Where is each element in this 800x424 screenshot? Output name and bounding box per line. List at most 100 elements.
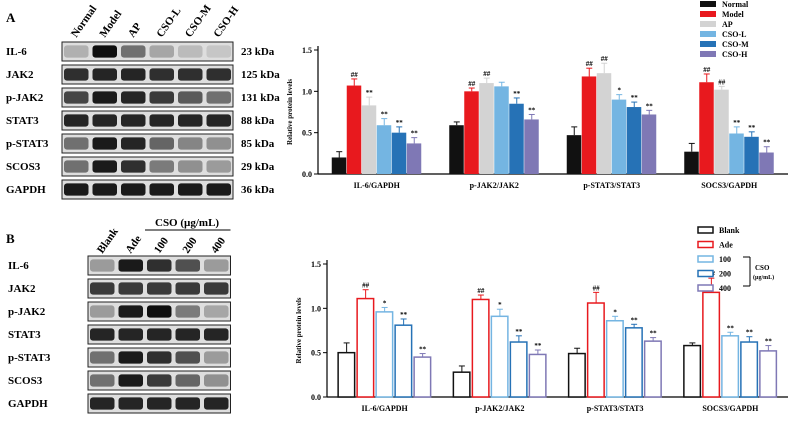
legend-label: Blank: [719, 226, 740, 235]
legend-label: Normal: [722, 0, 749, 9]
legend-swatch: [700, 11, 716, 17]
blot-band: [149, 91, 174, 104]
legend-label: CSO-M: [722, 40, 749, 49]
bar-cso-l: [611, 99, 627, 174]
significance-mark: **: [513, 90, 521, 98]
blot-band: [206, 91, 231, 104]
legend-label: 200: [719, 270, 731, 279]
protein-label: STAT3: [6, 115, 39, 127]
significance-mark: *: [618, 87, 622, 95]
blot-band: [147, 282, 172, 295]
lane-label: CSO-M: [183, 2, 214, 39]
bar-cso-m: [626, 107, 642, 174]
x-tick-label: p-STAT3/STAT3: [587, 404, 644, 413]
significance-mark: **: [763, 139, 771, 147]
blot-band: [206, 183, 231, 196]
protein-label: SCOS3: [8, 375, 43, 387]
legend-swatch: [700, 41, 716, 47]
blot-band: [121, 45, 146, 58]
significance-mark: ##: [483, 70, 491, 78]
cso-group-label: CSO (µg/mL): [155, 217, 219, 229]
significance-mark: **: [631, 316, 639, 324]
y-tick-label: 0.0: [311, 393, 321, 402]
blot-band: [118, 282, 143, 295]
blot-band: [92, 160, 117, 173]
blot-band: [92, 183, 117, 196]
significance-mark: *: [613, 308, 617, 316]
legend-swatch: [697, 269, 714, 278]
bar-400: [759, 350, 778, 398]
bar-200: [740, 341, 759, 398]
blot-band: [64, 91, 89, 104]
legend-label: Ade: [719, 241, 733, 250]
lane-label: Normal: [69, 3, 100, 39]
blot-band: [178, 91, 203, 104]
kda-label: 125 kDa: [241, 69, 280, 81]
y-axis-label: Relative protein levels: [295, 297, 303, 363]
bar-ade: [702, 291, 721, 398]
bar-ap: [361, 105, 377, 174]
bar-normal: [684, 151, 699, 174]
blot-band: [90, 351, 115, 364]
bar-200: [509, 341, 528, 398]
blot-band: [178, 45, 203, 58]
bar-cso-m: [391, 132, 407, 174]
bar-blank: [337, 351, 356, 398]
blot-band: [92, 137, 117, 150]
significance-mark: **: [631, 94, 639, 102]
blot-band: [90, 374, 115, 387]
blot-band: [149, 68, 174, 81]
blot-band: [149, 114, 174, 127]
x-tick-label: IL-6/GAPDH: [362, 404, 409, 413]
blot-band: [121, 91, 146, 104]
y-tick-label: 0.5: [302, 129, 312, 138]
blot-band: [121, 137, 146, 150]
blot-band: [121, 114, 146, 127]
significance-mark: **: [396, 119, 404, 127]
bar-cso-l: [494, 86, 509, 174]
x-tick-label: p-JAK2/JAK2: [475, 404, 524, 413]
bar-normal: [331, 157, 347, 174]
blot-band: [90, 305, 115, 318]
significance-mark: **: [411, 130, 419, 138]
significance-mark: **: [515, 328, 523, 336]
lane-label: 400: [209, 235, 229, 256]
blot-band: [204, 374, 229, 387]
blot-band: [178, 114, 203, 127]
significance-mark: ##: [477, 287, 485, 295]
significance-mark: **: [528, 106, 536, 114]
blot-band: [175, 351, 200, 364]
blot-band: [206, 160, 231, 173]
blot-band: [92, 91, 117, 104]
lane-label: CSO-H: [211, 4, 241, 40]
blot-band: [64, 114, 89, 127]
blot-band: [118, 328, 143, 341]
bar-model: [699, 82, 714, 174]
y-tick-label: 0.5: [311, 349, 321, 358]
legend-group-label: (µg/mL): [753, 274, 774, 281]
y-tick-label: 1.5: [302, 46, 312, 55]
legend-swatch: [697, 255, 714, 263]
significance-mark: *: [498, 301, 502, 309]
kda-label: 36 kDa: [241, 184, 275, 196]
legend-swatch: [700, 21, 716, 27]
protein-label: p-JAK2: [8, 306, 46, 318]
blot-band: [204, 397, 229, 410]
legend-label: AP: [722, 20, 733, 29]
significance-mark: ##: [703, 66, 711, 74]
blot-band: [175, 397, 200, 410]
blot-band: [204, 259, 229, 272]
significance-mark: ##: [601, 55, 609, 63]
significance-mark: ##: [468, 80, 476, 88]
significance-mark: *: [383, 299, 387, 307]
significance-mark: **: [733, 119, 741, 127]
y-tick-label: 1.0: [311, 304, 321, 313]
bar-cso-m: [744, 136, 759, 174]
bar-200: [394, 324, 413, 398]
blot-band: [92, 114, 117, 127]
bar-ap: [714, 89, 729, 174]
legend-swatch: [697, 240, 714, 249]
blot-band: [118, 259, 143, 272]
significance-mark: **: [400, 311, 408, 319]
